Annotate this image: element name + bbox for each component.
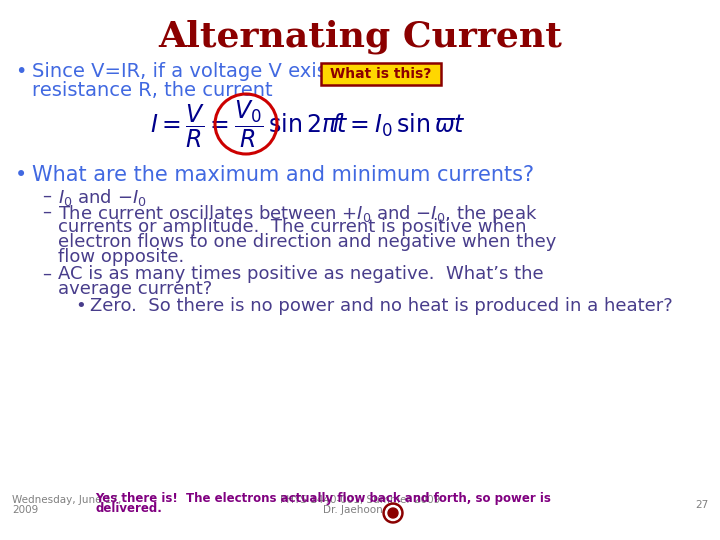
- Text: delivered.: delivered.: [95, 502, 162, 515]
- Text: Alternating Current: Alternating Current: [158, 20, 562, 55]
- Text: $I = \dfrac{V}{R} = \dfrac{V_0}{R}\,\sin 2\pi\! f\!t = I_0\,\sin \varpi t$: $I = \dfrac{V}{R} = \dfrac{V_0}{R}\,\sin…: [150, 98, 466, 150]
- Text: 2009: 2009: [12, 505, 38, 515]
- Text: Since V=IR, if a voltage V exists across a: Since V=IR, if a voltage V exists across…: [32, 62, 431, 81]
- Text: $I_0$ and $-I_0$: $I_0$ and $-I_0$: [58, 187, 147, 208]
- Text: •: •: [15, 165, 27, 185]
- Text: electron flows to one direction and negative when they: electron flows to one direction and nega…: [58, 233, 557, 251]
- Text: AC is as many times positive as negative.  What’s the: AC is as many times positive as negative…: [58, 265, 544, 283]
- Text: What is this?: What is this?: [330, 67, 432, 81]
- Text: –: –: [42, 187, 51, 205]
- Text: –: –: [42, 203, 51, 221]
- Text: Dr. Jaehoon Yu: Dr. Jaehoon Yu: [323, 505, 397, 515]
- Text: currents or amplitude.  The current is positive when: currents or amplitude. The current is po…: [58, 218, 526, 236]
- Text: Yes there is!  The electrons actually flow back and forth, so power is: Yes there is! The electrons actually flo…: [95, 492, 551, 505]
- Text: –: –: [42, 265, 51, 283]
- Text: Zero.  So there is no power and no heat is produced in a heater?: Zero. So there is no power and no heat i…: [90, 297, 672, 315]
- Circle shape: [385, 505, 400, 521]
- Text: resistance R, the current: resistance R, the current: [32, 81, 273, 100]
- Text: What are the maximum and minimum currents?: What are the maximum and minimum current…: [32, 165, 534, 185]
- Text: The current oscillates between $+I_0$ and $-I_0$, the peak: The current oscillates between $+I_0$ an…: [58, 203, 537, 225]
- Text: •: •: [75, 297, 86, 315]
- Text: Wednesday, June 17,: Wednesday, June 17,: [12, 495, 122, 505]
- FancyBboxPatch shape: [321, 63, 441, 85]
- Text: average current?: average current?: [58, 280, 212, 298]
- Text: PHYS 1440-001, Summer 2009: PHYS 1440-001, Summer 2009: [280, 495, 440, 505]
- Text: flow opposite.: flow opposite.: [58, 248, 184, 266]
- Text: 27: 27: [695, 500, 708, 510]
- Circle shape: [383, 503, 403, 523]
- Text: •: •: [15, 62, 27, 81]
- Circle shape: [388, 508, 398, 518]
